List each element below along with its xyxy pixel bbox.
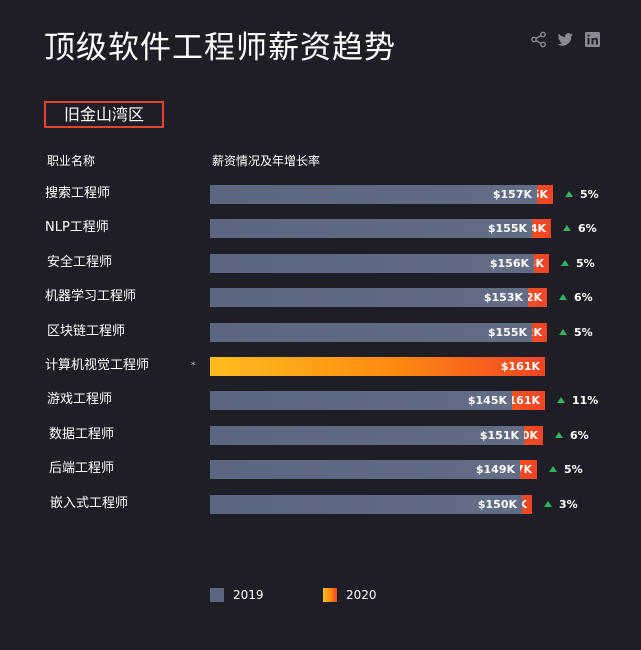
linkedin-icon[interactable]	[584, 31, 601, 48]
category-label: 安全工程师	[47, 255, 113, 270]
bar-2019: $151K	[210, 426, 524, 445]
up-arrow-icon	[557, 397, 565, 403]
bar-2019: $145K	[210, 391, 512, 410]
up-arrow-icon	[549, 466, 557, 472]
up-arrow-icon	[544, 501, 552, 507]
footnote-mark: *	[191, 361, 196, 371]
twitter-icon[interactable]	[557, 31, 574, 48]
category-label: 游戏工程师	[47, 392, 113, 407]
legend-label-2020: 2020	[346, 588, 377, 602]
bar-2019: $157K	[210, 185, 537, 204]
growth-label: 5%	[561, 254, 595, 273]
page-title: 顶级软件工程师薪资趋势	[44, 30, 396, 66]
category-label: 区块链工程师	[47, 324, 126, 339]
up-arrow-icon	[559, 294, 567, 300]
legend-item-2019: 2019	[210, 588, 264, 602]
up-arrow-icon	[561, 260, 569, 266]
bar-2019: $149K	[210, 460, 520, 479]
region-tag: 旧金山湾区	[44, 101, 164, 128]
share-icon[interactable]	[530, 31, 547, 48]
growth-label: 6%	[555, 426, 589, 445]
up-arrow-icon	[565, 191, 573, 197]
legend-label-2019: 2019	[233, 588, 264, 602]
legend-swatch-2020	[323, 588, 337, 602]
bar-2019: $155K	[210, 219, 532, 238]
category-label: 后端工程师	[49, 461, 115, 476]
up-arrow-icon	[555, 432, 563, 438]
category-label: 计算机视觉工程师	[45, 358, 150, 373]
category-label: 数据工程师	[49, 427, 115, 442]
bar-2020: $161K	[210, 357, 545, 376]
legend-item-2020: 2020	[323, 588, 377, 602]
role-column-header: 职业名称	[47, 154, 96, 168]
growth-label: 5%	[565, 185, 599, 204]
growth-label: 6%	[559, 288, 593, 307]
growth-label: 5%	[559, 323, 593, 342]
bar-2019: $156K	[210, 254, 534, 273]
bar-2019: $155K	[210, 323, 532, 342]
growth-label: 5%	[549, 460, 583, 479]
legend-swatch-2019	[210, 588, 224, 602]
up-arrow-icon	[563, 225, 571, 231]
bar-2019: $153K	[210, 288, 528, 307]
salary-column-header: 薪资情况及年增长率	[212, 154, 321, 168]
bar-2019: $150K	[210, 495, 522, 514]
category-label: NLP工程师	[45, 220, 109, 235]
up-arrow-icon	[559, 329, 567, 335]
category-label: 嵌入式工程师	[50, 496, 129, 511]
growth-label: 6%	[563, 219, 597, 238]
category-label: 搜索工程师	[45, 186, 111, 201]
category-label: 机器学习工程师	[45, 289, 137, 304]
social-links	[530, 31, 601, 48]
growth-label: 3%	[544, 495, 578, 514]
growth-label: 11%	[557, 391, 598, 410]
